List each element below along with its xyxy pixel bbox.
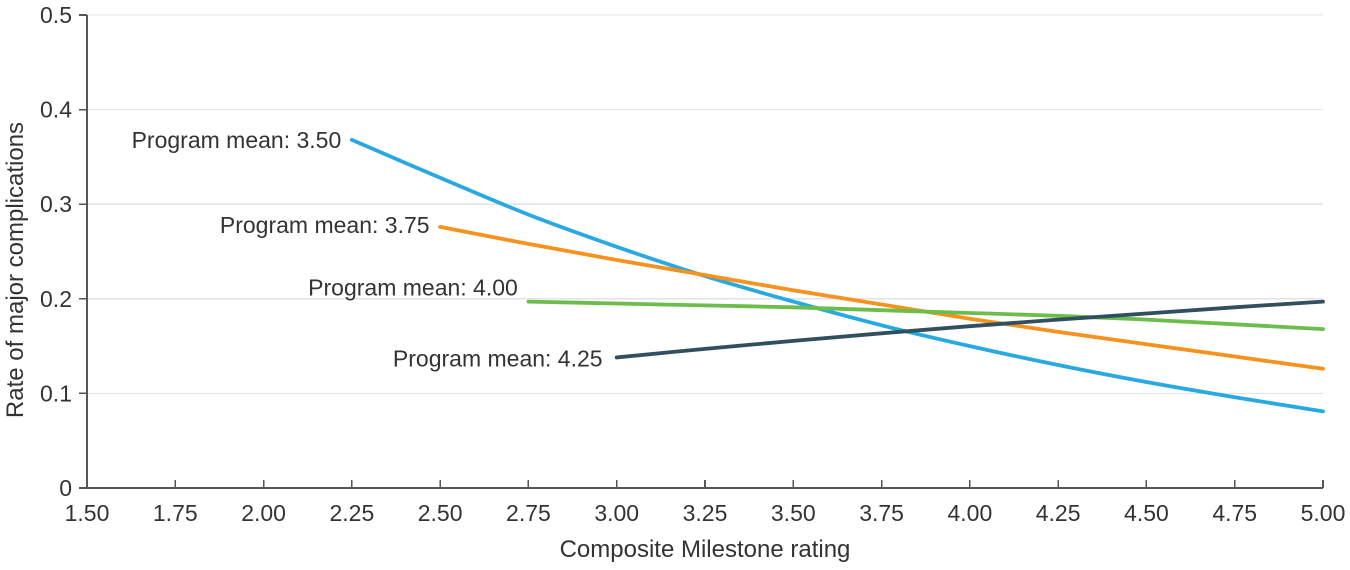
series-line-program-mean-4.25 <box>614 299 1325 360</box>
x-tick-label-2.75: 2.75 <box>506 500 551 526</box>
x-tick-label-3.75: 3.75 <box>859 500 904 526</box>
gridlines <box>87 14 1323 394</box>
series-line-program-mean-3.50 <box>349 137 1325 414</box>
x-tick-label-1.50: 1.50 <box>65 500 110 526</box>
series-label-program-mean-4.00: Program mean: 4.00 <box>308 274 518 300</box>
axes <box>79 14 1324 489</box>
x-tick-label-4.00: 4.00 <box>947 500 992 526</box>
y-tick-label-0.2: 0.2 <box>40 286 72 312</box>
x-tick-label-4.75: 4.75 <box>1212 500 1257 526</box>
series-group: Program mean: 3.50 Program mean: 3.75 Prog… <box>132 127 1325 414</box>
x-tick-label-4.25: 4.25 <box>1036 500 1081 526</box>
y-tick-label-0.4: 0.4 <box>40 97 72 123</box>
x-tick-label-3.25: 3.25 <box>683 500 728 526</box>
series-line-program-mean-3.75 <box>438 225 1325 371</box>
y-axis-title: Rate of major complications <box>2 121 29 419</box>
x-tick-label-2.25: 2.25 <box>329 500 374 526</box>
x-axis-title: Composite Milestone rating <box>559 536 851 563</box>
y-tick-label-0.3: 0.3 <box>40 191 72 217</box>
x-tick-label-5.00: 5.00 <box>1301 500 1346 526</box>
x-tick-label-3.50: 3.50 <box>771 500 816 526</box>
x-tick-label-1.75: 1.75 <box>153 500 198 526</box>
series-label-program-mean-3.50: Program mean: 3.50 <box>132 127 342 153</box>
y-tick-label-0: 0 <box>59 475 72 501</box>
tick-labels: 0 0.1 0.2 0.3 0.4 0.5 1.50 1.75 2.00 2.25 2.50 2.75… <box>40 2 1345 526</box>
x-tick-label-2.00: 2.00 <box>241 500 286 526</box>
series-label-program-mean-4.25: Program mean: 4.25 <box>393 345 603 371</box>
x-tick-label-2.50: 2.50 <box>418 500 463 526</box>
y-tick-label-0.5: 0.5 <box>40 2 72 28</box>
series-line-program-mean-4.00 <box>526 299 1325 331</box>
x-tick-label-4.50: 4.50 <box>1124 500 1169 526</box>
x-tick-label-3.00: 3.00 <box>594 500 639 526</box>
y-tick-label-0.1: 0.1 <box>40 380 72 406</box>
series-label-program-mean-3.75: Program mean: 3.75 <box>220 212 430 238</box>
